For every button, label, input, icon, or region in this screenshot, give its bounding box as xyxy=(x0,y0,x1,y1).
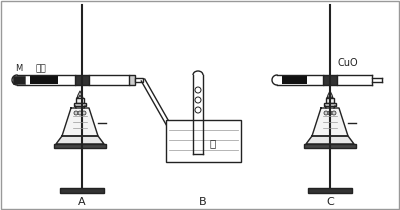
Bar xyxy=(76,98,84,103)
Circle shape xyxy=(195,97,201,103)
Bar xyxy=(304,144,356,148)
Polygon shape xyxy=(77,91,83,98)
Bar xyxy=(30,76,58,84)
Bar xyxy=(74,103,86,106)
Polygon shape xyxy=(306,136,354,144)
Text: C: C xyxy=(326,197,334,207)
Bar xyxy=(54,144,106,148)
Bar xyxy=(75,75,89,85)
Circle shape xyxy=(82,111,86,115)
Bar xyxy=(324,103,336,106)
Circle shape xyxy=(195,87,201,93)
Bar xyxy=(129,75,135,85)
Text: A: A xyxy=(78,197,86,207)
Bar xyxy=(166,120,241,162)
Bar xyxy=(282,76,307,84)
Text: B: B xyxy=(199,197,207,207)
Circle shape xyxy=(74,111,78,115)
Circle shape xyxy=(332,111,336,115)
Circle shape xyxy=(324,111,328,115)
Bar xyxy=(323,75,337,85)
Polygon shape xyxy=(312,108,348,136)
Polygon shape xyxy=(56,136,104,144)
Bar xyxy=(308,188,352,193)
Circle shape xyxy=(195,107,201,113)
Bar xyxy=(326,98,334,103)
Text: M: M xyxy=(15,64,22,73)
Polygon shape xyxy=(62,108,98,136)
Circle shape xyxy=(328,111,332,115)
Polygon shape xyxy=(327,91,333,98)
Text: CuO: CuO xyxy=(338,58,358,68)
Bar xyxy=(60,188,104,193)
Bar xyxy=(135,78,143,82)
Text: 铁粉: 铁粉 xyxy=(35,64,46,73)
Bar xyxy=(13,76,25,84)
Text: 水: 水 xyxy=(210,138,216,148)
Circle shape xyxy=(78,111,82,115)
Bar xyxy=(13,76,25,84)
